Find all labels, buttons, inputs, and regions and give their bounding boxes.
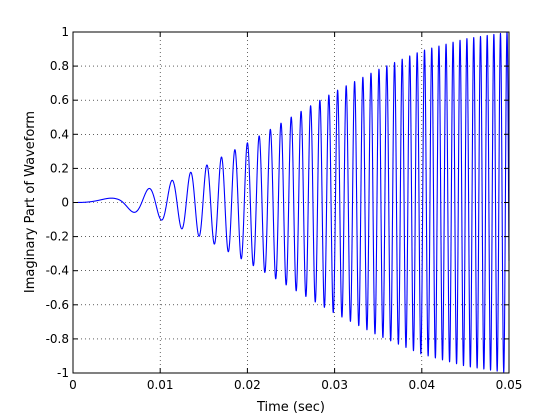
y-tick-label: 0 (61, 196, 69, 210)
waveform-line (72, 31, 510, 373)
x-tick-labels: 0 0.01 0.02 0.03 0.04 0.05 (69, 378, 522, 392)
y-tick-label: 0.2 (50, 161, 69, 175)
x-tick-label: 0.02 (234, 378, 261, 392)
y-axis-label: Imaginary Part of Waveform (23, 111, 38, 293)
x-tick-label: 0 (69, 378, 77, 392)
y-tick-label: -1 (57, 366, 69, 380)
series-group (72, 31, 510, 373)
y-tick-label: -0.2 (46, 230, 69, 244)
axis-ticks (72, 31, 510, 374)
y-tick-label: -0.8 (46, 332, 69, 346)
x-axis-label: Time (sec) (256, 400, 325, 415)
y-tick-label: 1 (61, 25, 69, 39)
x-tick-label: 0.01 (147, 378, 174, 392)
y-tick-label: 0.6 (50, 93, 69, 107)
y-tick-labels: -1 -0.8 -0.6 -0.4 -0.2 0 0.2 0.4 0.6 0.8 1 (46, 25, 69, 380)
y-tick-label: -0.6 (46, 298, 69, 312)
x-tick-label: 0.04 (408, 378, 435, 392)
y-tick-label: 0.4 (50, 127, 69, 141)
x-tick-label: 0.03 (321, 378, 348, 392)
y-tick-label: -0.4 (46, 264, 69, 278)
x-tick-label: 0.05 (496, 378, 523, 392)
y-tick-label: 0.8 (50, 59, 69, 73)
